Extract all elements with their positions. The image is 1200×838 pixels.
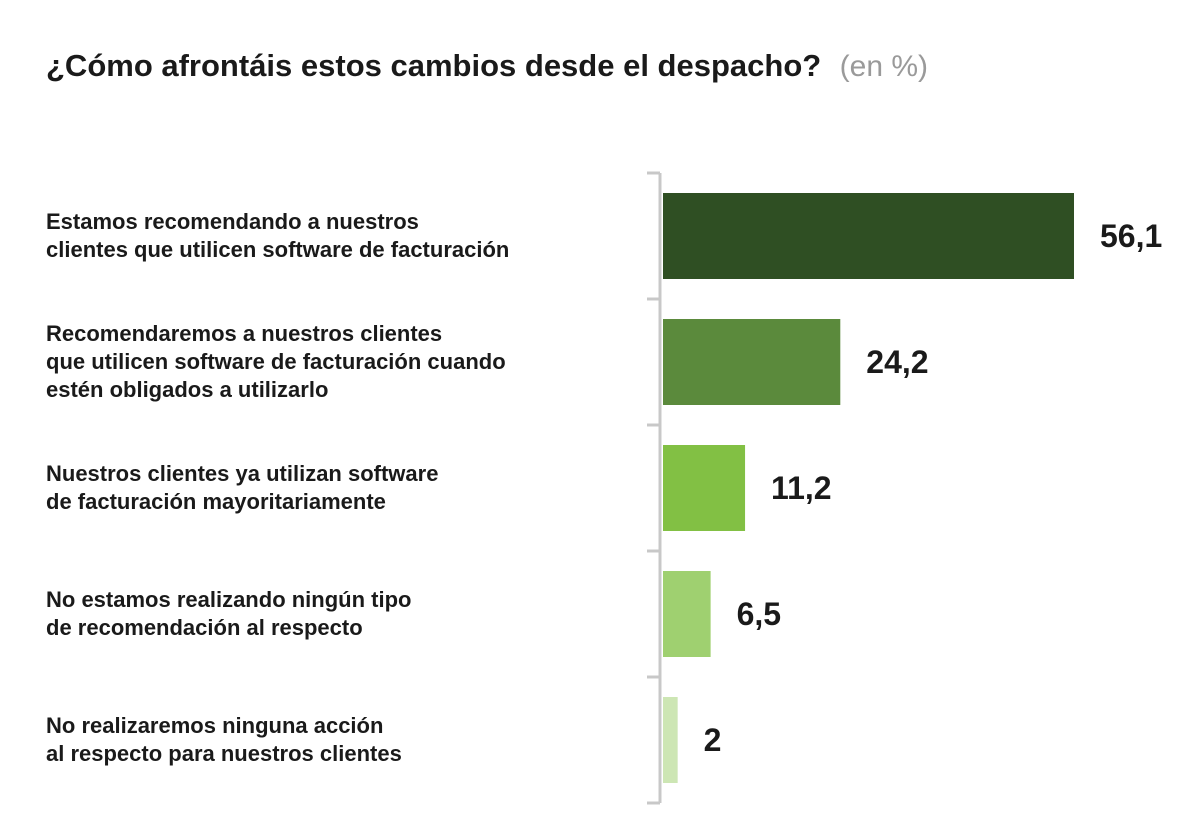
chart-title-text: ¿Cómo afrontáis estos cambios desde el d… — [46, 48, 822, 83]
bar — [663, 697, 678, 783]
bar — [663, 571, 711, 657]
data-label: 56,1 — [1100, 218, 1162, 254]
data-label: 24,2 — [866, 344, 928, 380]
data-label: 6,5 — [737, 596, 781, 632]
data-label: 2 — [704, 722, 722, 758]
category-label: Recomendaremos a nuestros clientes que ut… — [46, 321, 506, 402]
category-label: No realizaremos ninguna acción al respect… — [46, 713, 402, 766]
category-label: No estamos realizando ningún tipo de reco… — [46, 587, 411, 640]
bar — [663, 445, 746, 531]
data-label: 11,2 — [771, 470, 832, 506]
bar — [663, 193, 1074, 279]
category-label: Nuestros clientes ya utilizan software de… — [46, 461, 438, 514]
bar — [663, 319, 841, 405]
chart-subtitle: (en %) — [839, 50, 929, 83]
chart-title: ¿Cómo afrontáis estos cambios desde el d… — [46, 48, 928, 84]
category-label: Estamos recomendando a nuestros clientes … — [46, 209, 509, 262]
